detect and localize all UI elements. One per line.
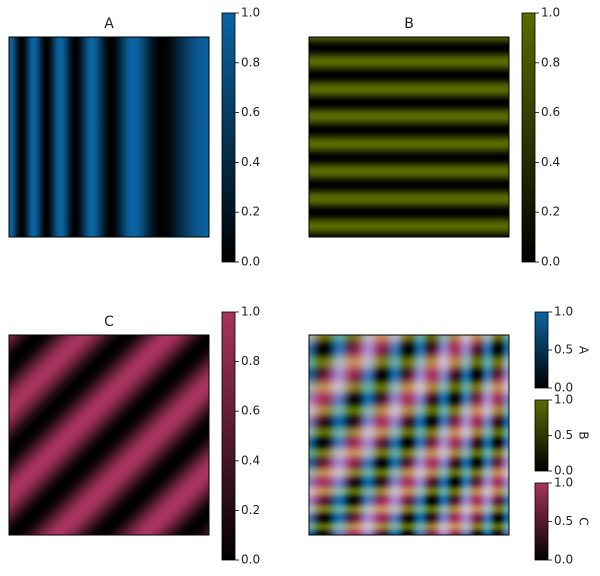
image-layer	[309, 335, 509, 535]
panel-title: C	[104, 314, 114, 330]
colorbar-tick-label: 0.5	[554, 428, 573, 442]
colorbar	[521, 12, 536, 263]
colorbar	[534, 399, 549, 472]
colorbar-tick-label: 0.2	[541, 205, 560, 219]
panel-title: A	[104, 16, 114, 32]
image-frame	[308, 334, 510, 536]
colorbar-tick-label: 0.6	[241, 404, 260, 418]
image-layer	[9, 37, 209, 237]
colorbar-tick-label: 0.2	[241, 503, 260, 517]
colorbar-tick-label: 1.0	[554, 393, 573, 407]
colorbar-label: A	[577, 346, 591, 355]
image-layer	[9, 335, 209, 535]
colorbar-tick-label: 0.0	[554, 381, 573, 395]
colorbar-tick-label: 0.4	[541, 155, 560, 169]
colorbar-tick-label: 1.0	[241, 305, 260, 319]
panel-title: B	[404, 16, 414, 32]
colorbar-tick-label: 0.6	[541, 105, 560, 119]
colorbar-tick-label: 0.0	[541, 255, 560, 269]
colorbar-tick-label: 0.0	[554, 464, 573, 478]
colorbar-label: C	[577, 517, 591, 525]
colorbar-tick-label: 1.0	[554, 476, 573, 490]
colorbar-tick-label: 0.5	[554, 514, 573, 528]
colorbar-tick-label: 0.4	[241, 453, 260, 467]
image-frame	[308, 36, 510, 238]
colorbar-tick-label: 0.6	[241, 105, 260, 119]
colorbar-tick-label: 1.0	[541, 6, 560, 20]
colorbar-tick-label: 1.0	[554, 305, 573, 319]
image-layer	[309, 37, 509, 237]
image-frame	[8, 334, 210, 536]
colorbar-tick-label: 0.0	[554, 553, 573, 567]
colorbar-tick-label: 0.8	[241, 55, 260, 69]
colorbar	[221, 311, 236, 561]
colorbar-tick-label: 0.4	[241, 155, 260, 169]
colorbar	[534, 482, 549, 561]
image-frame	[8, 36, 210, 238]
colorbar-tick-label: 0.0	[241, 553, 260, 567]
colorbar-tick-label: 0.8	[241, 354, 260, 368]
colorbar	[534, 311, 549, 389]
colorbar-tick-label: 0.2	[241, 205, 260, 219]
colorbar-label: B	[577, 431, 591, 439]
colorbar-tick-label: 0.8	[541, 55, 560, 69]
colorbar-tick-label: 0.5	[554, 343, 573, 357]
colorbar-tick-label: 0.0	[241, 255, 260, 269]
colorbar	[221, 12, 236, 263]
colorbar-tick-label: 1.0	[241, 6, 260, 20]
